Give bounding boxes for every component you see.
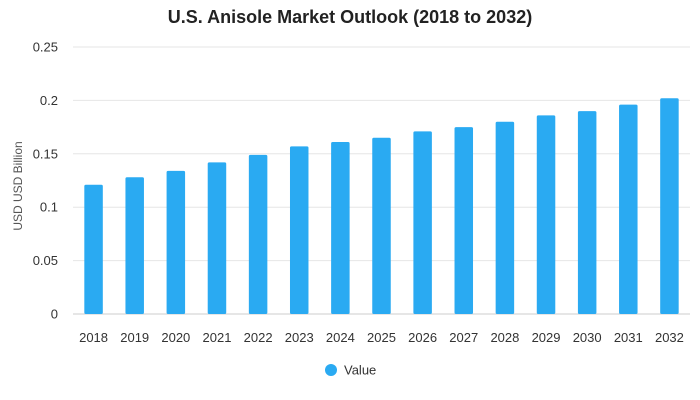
y-tick-label: 0 (51, 307, 58, 322)
bar-2024[interactable] (331, 142, 350, 314)
y-axis-ticks: 0 0.05 0.1 0.15 0.2 0.25 (33, 40, 58, 322)
y-axis-label: USD USD Billion (11, 141, 25, 230)
bar-2025[interactable] (372, 137, 391, 314)
x-tick-label: 2022 (244, 330, 273, 345)
bar-2020[interactable] (166, 170, 186, 314)
x-tick-label: 2020 (161, 330, 190, 345)
legend[interactable]: Value (325, 363, 376, 378)
bars (84, 98, 679, 315)
x-tick-label: 2028 (490, 330, 519, 345)
chart-title: U.S. Anisole Market Outlook (2018 to 203… (167, 7, 533, 27)
bar-2028[interactable] (495, 121, 515, 314)
x-tick-label: 2032 (655, 330, 684, 345)
bar-2031[interactable] (619, 104, 638, 314)
y-tick-label: 0.1 (40, 200, 58, 215)
x-tick-label: 2024 (326, 330, 355, 345)
bar-2029[interactable] (536, 115, 556, 315)
x-tick-label: 2021 (203, 330, 232, 345)
x-tick-label: 2023 (285, 330, 314, 345)
y-tick-label: 0.15 (33, 146, 58, 161)
x-tick-label: 2029 (532, 330, 561, 345)
legend-label-value: Value (344, 363, 376, 378)
bar-2019[interactable] (125, 177, 144, 314)
bar-2023[interactable] (289, 146, 309, 314)
x-tick-label: 2026 (408, 330, 437, 345)
x-tick-label: 2030 (573, 330, 602, 345)
bar-2030[interactable] (577, 111, 597, 314)
y-tick-label: 0.25 (33, 40, 58, 55)
bar-2018[interactable] (84, 184, 103, 314)
bar-2032[interactable] (660, 98, 679, 314)
x-tick-label: 2027 (449, 330, 478, 345)
legend-marker-value (325, 364, 337, 376)
bar-2022[interactable] (248, 154, 268, 314)
x-tick-label: 2025 (367, 330, 396, 345)
y-tick-label: 0.2 (40, 93, 58, 108)
bar-2021[interactable] (207, 162, 227, 314)
x-tick-label: 2018 (79, 330, 108, 345)
bar-2027[interactable] (454, 127, 474, 314)
x-axis-ticks: 2018 2019 2020 2021 2022 2023 2024 2025 2026 2027… (79, 330, 684, 345)
x-tick-label: 2019 (120, 330, 149, 345)
y-tick-label: 0.05 (33, 253, 58, 268)
x-tick-label: 2031 (614, 330, 643, 345)
bar-2026[interactable] (413, 131, 432, 314)
